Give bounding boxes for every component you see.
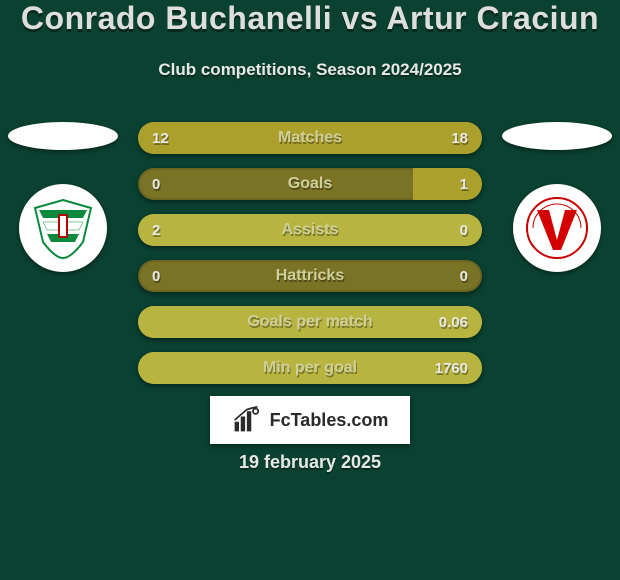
comparison-infographic: Conrado Buchanelli vs Artur Craciun Club… — [0, 0, 620, 580]
player-left-crest — [19, 184, 107, 272]
stat-row: Min per goal1760 — [138, 352, 482, 384]
vicenza-crest-icon — [525, 196, 589, 260]
stat-label: Goals per match — [138, 313, 482, 331]
fctables-text: FcTables.com — [270, 410, 389, 431]
stat-label: Assists — [138, 221, 482, 239]
lechia-crest-icon — [31, 196, 95, 260]
stat-row: 2Assists0 — [138, 214, 482, 246]
player-right-photo-slot — [502, 122, 612, 150]
stat-row: 12Matches18 — [138, 122, 482, 154]
stat-row: 0Goals1 — [138, 168, 482, 200]
player-left-column — [8, 122, 118, 272]
stat-right-value: 0 — [460, 222, 468, 239]
stat-row: Goals per match0.06 — [138, 306, 482, 338]
stat-right-value: 1760 — [435, 360, 468, 377]
stat-right-value: 0.06 — [439, 314, 468, 331]
stat-row: 0Hattricks0 — [138, 260, 482, 292]
subtitle: Club competitions, Season 2024/2025 — [0, 60, 620, 80]
stat-right-value: 18 — [451, 130, 468, 147]
page-title: Conrado Buchanelli vs Artur Craciun — [0, 0, 620, 37]
stat-label: Hattricks — [138, 267, 482, 285]
fctables-logo-icon — [232, 406, 260, 434]
stat-bars: 12Matches180Goals12Assists00Hattricks0Go… — [138, 122, 482, 384]
infographic-date: 19 february 2025 — [0, 452, 620, 473]
stat-label: Matches — [138, 129, 482, 147]
stat-label: Min per goal — [138, 359, 482, 377]
stat-right-value: 1 — [460, 176, 468, 193]
fctables-badge: FcTables.com — [210, 396, 410, 444]
stat-right-value: 0 — [460, 268, 468, 285]
player-left-photo-slot — [8, 122, 118, 150]
player-right-crest — [513, 184, 601, 272]
stat-label: Goals — [138, 175, 482, 193]
player-right-column — [502, 122, 612, 272]
